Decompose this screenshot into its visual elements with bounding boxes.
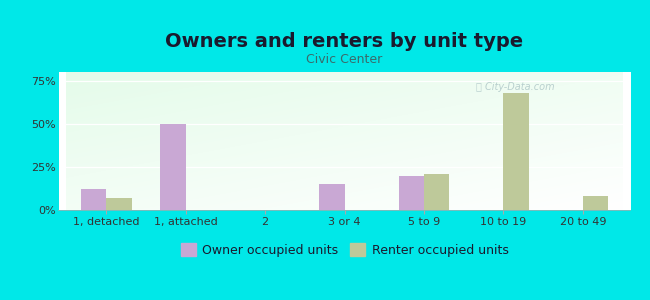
Text: ⓘ City-Data.com: ⓘ City-Data.com bbox=[476, 82, 554, 92]
Bar bbox=[106, 198, 131, 210]
Legend: Owner occupied units, Renter occupied units: Owner occupied units, Renter occupied un… bbox=[176, 238, 514, 262]
Bar bbox=[424, 174, 449, 210]
Bar bbox=[81, 189, 106, 210]
Bar bbox=[319, 184, 344, 210]
Bar bbox=[398, 176, 424, 210]
Text: Civic Center: Civic Center bbox=[306, 53, 383, 67]
Title: Owners and renters by unit type: Owners and renters by unit type bbox=[166, 32, 523, 51]
Bar bbox=[160, 124, 186, 210]
Bar bbox=[503, 93, 529, 210]
Bar bbox=[583, 196, 608, 210]
